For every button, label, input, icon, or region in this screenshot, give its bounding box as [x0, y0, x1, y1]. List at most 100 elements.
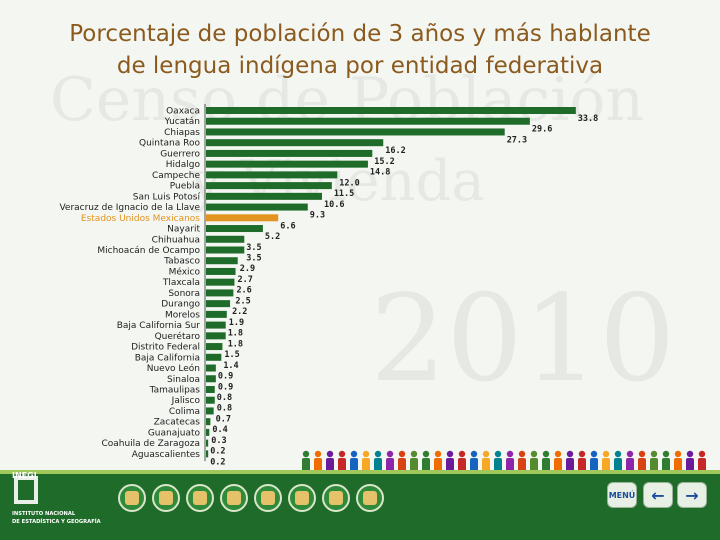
category-label: Quintana Roo	[139, 139, 200, 149]
bar	[206, 385, 215, 393]
data-label: 6.6	[280, 221, 295, 231]
data-label: 3.5	[246, 243, 261, 253]
section-icon-4[interactable]	[220, 484, 248, 512]
person-head	[398, 450, 406, 458]
bar	[206, 375, 216, 383]
bar	[206, 128, 505, 136]
category-label: Puebla	[170, 182, 200, 192]
category-label: Zacatecas	[154, 418, 201, 428]
category-label: Guanajuato	[148, 428, 201, 438]
section-icon-1[interactable]	[118, 484, 146, 512]
data-label: 5.2	[265, 232, 280, 242]
category-label: Veracruz de Ignacio de la Llave	[59, 203, 200, 213]
section-icon-6[interactable]	[288, 484, 316, 512]
footer-bar: INEGI INSTITUTO NACIONAL DE ESTADÍSTICA …	[0, 470, 720, 540]
category-label: Guerrero	[160, 149, 200, 159]
person-head	[374, 450, 382, 458]
category-label: Tabasco	[163, 257, 200, 267]
data-label: 0.9	[218, 372, 233, 382]
bar	[206, 160, 368, 168]
data-label: 0.2	[210, 447, 225, 457]
category-label: Tamaulipas	[149, 385, 201, 395]
person-head	[302, 450, 310, 458]
data-label: 9.3	[310, 211, 325, 221]
category-label: Aguascalientes	[132, 450, 201, 460]
bar	[206, 171, 338, 179]
category-label: Colima	[169, 407, 200, 417]
section-icon-8[interactable]	[356, 484, 384, 512]
bar	[206, 310, 227, 318]
person-head	[662, 450, 670, 458]
bar	[206, 450, 209, 458]
bar	[206, 289, 234, 297]
person-head	[626, 450, 634, 458]
person-head	[542, 450, 550, 458]
person-head	[566, 450, 574, 458]
data-label: 1.8	[228, 339, 243, 349]
category-label: Yucatán	[164, 117, 200, 127]
category-label: Durango	[161, 300, 200, 310]
bar	[206, 332, 226, 340]
data-label: 2.7	[238, 275, 253, 285]
category-label: Chiapas	[164, 128, 200, 138]
person-head	[446, 450, 454, 458]
bar	[206, 139, 384, 147]
bar	[206, 353, 222, 361]
data-label: 0.4	[212, 425, 227, 435]
category-label: Sonora	[168, 289, 200, 299]
person-head	[602, 450, 610, 458]
section-icon-3[interactable]	[186, 484, 214, 512]
person-head	[434, 450, 442, 458]
menu-button[interactable]: MENÚ	[607, 482, 637, 508]
person-head	[386, 450, 394, 458]
person-head	[362, 450, 370, 458]
category-label: Tlaxcala	[162, 278, 200, 288]
category-label: Coahuila de Zaragoza	[101, 439, 200, 449]
category-label: Distrito Federal	[131, 343, 200, 353]
person-head	[410, 450, 418, 458]
person-head	[554, 450, 562, 458]
category-label: Querétaro	[155, 331, 201, 342]
data-label: 27.3	[507, 135, 527, 145]
page-title: Porcentaje de población de 3 años y más …	[0, 18, 720, 82]
bar	[206, 192, 322, 200]
data-label: 1.4	[223, 361, 238, 371]
category-label: San Luis Potosí	[133, 192, 201, 202]
title-line2: de lengua indígena por entidad federativ…	[116, 53, 604, 79]
data-label: 0.2	[210, 457, 225, 467]
org-line2: DE ESTADÍSTICA Y GEOGRAFÍA	[12, 519, 101, 525]
category-label: Chihuahua	[152, 235, 200, 245]
section-icon-7[interactable]	[322, 484, 350, 512]
category-label: Sinaloa	[167, 375, 200, 385]
bar	[206, 203, 308, 211]
bar	[206, 396, 215, 404]
inegi-logo: INEGI	[12, 471, 38, 504]
person-head	[686, 450, 694, 458]
category-label: Oaxaca	[166, 107, 200, 117]
org-line1: INSTITUTO NACIONAL	[12, 511, 76, 517]
bar	[206, 257, 238, 265]
bar	[206, 107, 576, 114]
person-head	[530, 450, 538, 458]
person-head	[650, 450, 658, 458]
person-head	[314, 450, 322, 458]
section-icon-5[interactable]	[254, 484, 282, 512]
person-head	[494, 450, 502, 458]
bar	[206, 214, 279, 222]
bar	[206, 278, 235, 286]
data-label: 29.6	[532, 125, 552, 135]
person-head	[326, 450, 334, 458]
data-label: 16.2	[385, 146, 405, 156]
section-icon-2[interactable]	[152, 484, 180, 512]
person-head	[698, 450, 706, 458]
bar	[206, 343, 223, 351]
bar	[206, 321, 226, 329]
bar	[206, 428, 210, 436]
category-label: Baja California	[135, 353, 200, 363]
arrow-left-icon[interactable]: ←	[643, 482, 673, 508]
data-label: 15.2	[374, 157, 394, 167]
category-label: México	[169, 266, 201, 277]
person-head	[578, 450, 586, 458]
data-label: 0.7	[216, 414, 231, 424]
arrow-right-icon[interactable]: →	[677, 482, 707, 508]
